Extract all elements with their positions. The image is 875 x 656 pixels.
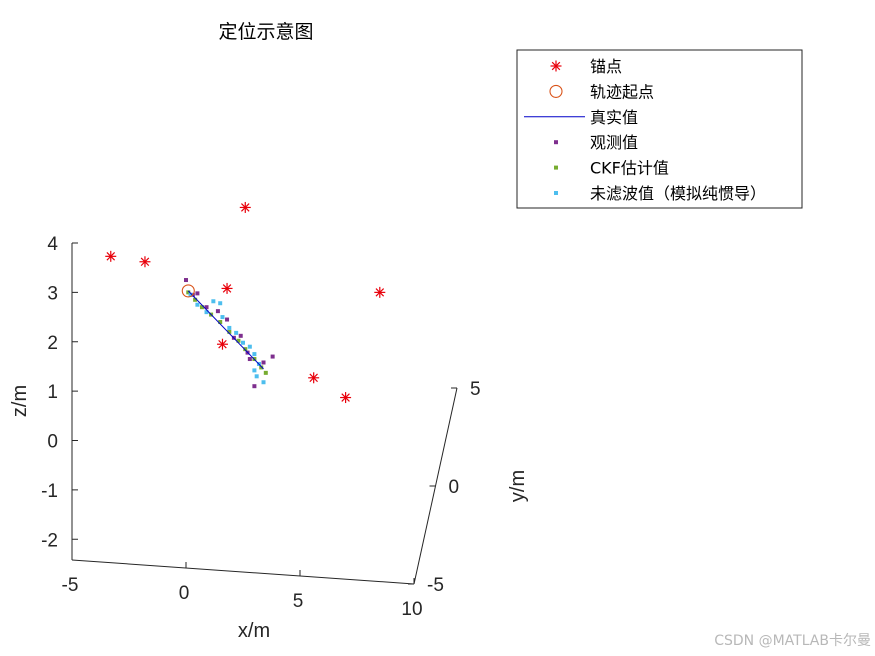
z-tick-label: 0 — [47, 432, 58, 453]
data-point — [105, 250, 117, 262]
axes: -5 0 5 10 -2 -1 0 1 2 3 4 -5 0 5 x/m z/m y/m — [9, 234, 529, 642]
z-tick-label: 4 — [47, 234, 58, 255]
legend-symbol — [550, 60, 562, 72]
data-point — [247, 357, 252, 362]
x-tick-label: 10 — [401, 599, 422, 620]
chart-title: 定位示意图 — [218, 21, 313, 43]
data-point — [184, 278, 188, 283]
data-point — [252, 384, 257, 389]
data-point — [259, 365, 264, 370]
legend-symbol — [554, 191, 558, 195]
watermark: CSDN @MATLAB卡尔曼 — [714, 633, 871, 649]
data-point — [221, 282, 233, 294]
data-point — [218, 301, 223, 306]
data-point — [238, 333, 243, 338]
data-point — [218, 320, 223, 324]
x-tick-label: 5 — [293, 591, 304, 612]
legend-label: 未滤波值（模拟纯惯导） — [590, 184, 766, 203]
data-point — [216, 338, 228, 350]
y-axis-label: y/m — [507, 470, 529, 502]
series-line-truth — [187, 290, 264, 370]
data-point — [261, 360, 266, 365]
data-point — [139, 256, 151, 268]
legend-label: 观测值 — [590, 133, 638, 152]
data-point — [220, 315, 225, 320]
data-point — [261, 380, 266, 385]
data-point — [227, 329, 232, 334]
z-tick-label: 2 — [47, 333, 58, 354]
data-point — [188, 292, 193, 297]
legend-label: 轨迹起点 — [590, 82, 654, 101]
data-point — [241, 340, 245, 345]
z-tick-label: 1 — [47, 382, 58, 403]
data-point — [181, 284, 195, 298]
y-tick-label: 0 — [449, 477, 460, 498]
data-point — [195, 302, 200, 307]
x-axis-line — [71, 559, 415, 585]
data-point — [374, 286, 386, 298]
legend-symbol — [554, 165, 558, 170]
data-point — [186, 290, 191, 295]
legend-box — [516, 49, 803, 209]
x-tick-label: 0 — [179, 583, 190, 604]
z-tick-label: 3 — [47, 283, 58, 304]
data-layer — [105, 201, 386, 404]
legend-label: 真实值 — [590, 108, 638, 127]
data-point — [239, 201, 251, 213]
data-point — [225, 317, 230, 322]
data-point — [243, 347, 248, 352]
z-tick-label: -2 — [41, 530, 58, 551]
data-point — [204, 305, 209, 310]
data-point — [252, 352, 257, 357]
legend-symbol — [549, 84, 563, 98]
data-point — [247, 344, 252, 349]
data-point — [195, 291, 200, 296]
z-axis-label: z/m — [9, 385, 31, 417]
data-point — [252, 368, 257, 373]
legend-label: CKF估计值 — [590, 159, 669, 178]
data-point — [254, 374, 259, 379]
data-point — [263, 370, 268, 375]
data-point — [199, 305, 204, 310]
data-point — [227, 325, 232, 330]
data-point — [308, 372, 320, 384]
x-axis-label: x/m — [238, 620, 270, 642]
y-tick-label: -5 — [427, 575, 444, 596]
data-point — [340, 392, 352, 404]
data-point — [215, 309, 220, 314]
legend-symbol — [554, 140, 558, 145]
y-tick-label: 5 — [470, 379, 481, 400]
data-point — [236, 338, 241, 343]
data-point — [211, 299, 216, 304]
data-point — [234, 330, 239, 335]
x-tick-label: -5 — [62, 575, 79, 596]
legend-label: 锚点 — [590, 57, 622, 76]
data-point — [193, 297, 198, 302]
data-point — [204, 310, 209, 315]
z-tick-label: -1 — [41, 481, 58, 502]
data-point — [270, 354, 275, 359]
